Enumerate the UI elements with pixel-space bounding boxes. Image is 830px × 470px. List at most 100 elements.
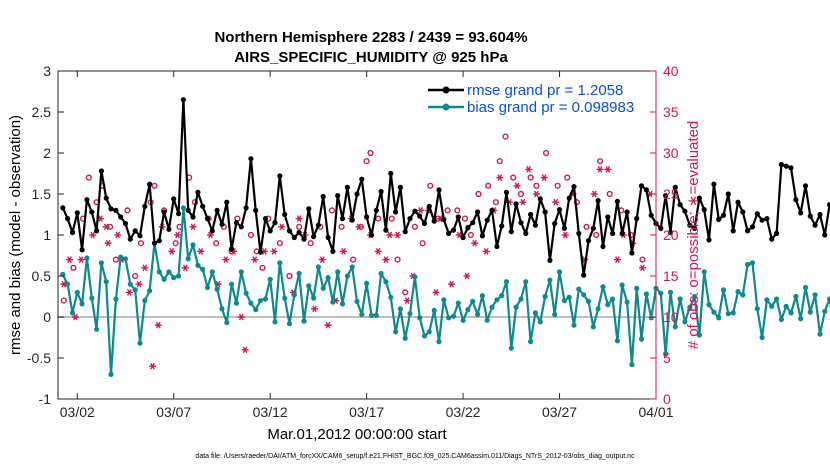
bias-point bbox=[754, 306, 760, 312]
rmse-point bbox=[798, 210, 804, 216]
bias-point bbox=[267, 276, 273, 282]
rmse-point bbox=[296, 229, 302, 236]
bias-point bbox=[556, 269, 563, 275]
evaluated-obs-marker bbox=[339, 248, 347, 255]
possible-obs-marker bbox=[564, 174, 571, 181]
bias-point bbox=[658, 290, 664, 296]
bias-point bbox=[629, 362, 635, 368]
x-axis-ticks: 03/02 03/07 03/12 03/17 03/22 03/27 04/01 bbox=[60, 71, 674, 420]
rmse-point bbox=[778, 161, 785, 168]
rmse-point bbox=[248, 156, 254, 162]
evaluated-obs-marker bbox=[482, 248, 490, 255]
rmse-point bbox=[460, 234, 466, 241]
bias-point bbox=[171, 275, 177, 281]
bias-point bbox=[634, 285, 640, 291]
possible-obs-marker bbox=[527, 174, 534, 181]
bias-point bbox=[108, 371, 114, 377]
bias-point bbox=[528, 339, 534, 345]
possible-obs-marker bbox=[496, 158, 503, 165]
evaluated-obs-marker bbox=[513, 182, 521, 190]
bias-point bbox=[614, 338, 621, 344]
rmse-point bbox=[137, 233, 143, 239]
rmse-point bbox=[716, 216, 722, 222]
y-axis-right-ticks: 0 5 10 15 20 25 30 35 40 bbox=[650, 63, 679, 407]
possible-obs-marker bbox=[554, 182, 561, 189]
rmse-point bbox=[204, 216, 211, 222]
possible-obs-marker bbox=[328, 207, 336, 214]
rmse-point bbox=[634, 216, 640, 222]
rmse-point bbox=[253, 207, 259, 213]
possible-obs-marker bbox=[502, 133, 509, 140]
bias-point bbox=[720, 287, 727, 293]
rmse-point bbox=[692, 225, 698, 231]
chart-subtitle: AIRS_SPECIFIC_HUMIDITY @ 925 hPa bbox=[234, 49, 508, 66]
bias-point bbox=[774, 296, 780, 302]
rmse-point bbox=[267, 228, 273, 234]
bias-point bbox=[802, 284, 809, 291]
rmse-point bbox=[368, 232, 375, 238]
possible-obs-marker bbox=[542, 149, 550, 157]
legend-bias-label: bias grand pr = 0.098983 bbox=[467, 99, 634, 116]
rmse-point bbox=[219, 221, 225, 227]
bias-point bbox=[426, 329, 432, 335]
rmse-point bbox=[407, 216, 413, 222]
rmse-point bbox=[759, 217, 765, 223]
possible-obs-marker bbox=[583, 223, 590, 230]
rmse-point bbox=[667, 229, 674, 236]
rmse-point bbox=[301, 236, 307, 242]
y-left-tick-label: -1 bbox=[39, 391, 52, 407]
rmse-point bbox=[200, 203, 206, 209]
possible-obs-marker bbox=[475, 190, 482, 198]
bias-point bbox=[450, 313, 457, 319]
possible-obs-marker bbox=[70, 264, 77, 271]
evaluated-obs-marker bbox=[318, 256, 326, 263]
bias-point bbox=[759, 334, 765, 341]
bias-point bbox=[132, 287, 138, 293]
rmse-point bbox=[547, 257, 553, 263]
bias-point bbox=[161, 276, 167, 282]
evaluated-obs-marker bbox=[125, 289, 133, 296]
rmse-point bbox=[740, 209, 746, 215]
y-right-tick-label: 30 bbox=[663, 145, 679, 161]
rmse-point bbox=[339, 216, 346, 222]
rmse-point bbox=[812, 222, 818, 228]
bias-point bbox=[122, 256, 129, 262]
bias-point bbox=[827, 296, 830, 302]
possible-obs-marker bbox=[394, 256, 401, 263]
rmse-point bbox=[224, 199, 230, 205]
bias-point bbox=[460, 317, 466, 323]
bias-point bbox=[484, 317, 490, 323]
bias-point bbox=[663, 351, 669, 357]
possible-obs-marker bbox=[444, 207, 451, 214]
bias-point bbox=[638, 336, 645, 342]
evaluated-obs-marker bbox=[77, 256, 85, 263]
bias-point bbox=[421, 333, 428, 339]
bias-point bbox=[315, 264, 321, 270]
rmse-point bbox=[233, 220, 239, 226]
rmse-point bbox=[643, 187, 650, 193]
bias-point bbox=[431, 307, 437, 313]
y-right-tick-label: 25 bbox=[663, 186, 679, 202]
rmse-point bbox=[720, 212, 727, 218]
possible-obs-marker bbox=[132, 272, 139, 280]
evaluated-obs-marker bbox=[596, 166, 604, 173]
bias-point bbox=[807, 309, 813, 315]
rmse-point bbox=[783, 163, 789, 169]
possible-obs-marker bbox=[467, 231, 474, 239]
evaluated-obs-marker bbox=[278, 223, 286, 231]
bias-series-line bbox=[61, 206, 830, 376]
rmse-point bbox=[349, 217, 355, 223]
evaluated-obs-marker bbox=[496, 174, 504, 181]
bias-point bbox=[238, 269, 244, 275]
rmse-point bbox=[552, 220, 558, 227]
bias-point bbox=[532, 310, 539, 316]
bias-point bbox=[537, 319, 543, 325]
rmse-point bbox=[542, 209, 548, 215]
possible-obs-marker bbox=[296, 223, 303, 230]
rmse-point bbox=[311, 234, 317, 240]
rmse-point bbox=[180, 97, 186, 103]
obs-count-markers bbox=[60, 133, 654, 370]
rmse-point bbox=[571, 184, 577, 190]
bias-point bbox=[253, 307, 259, 313]
possible-obs-marker bbox=[492, 199, 499, 206]
